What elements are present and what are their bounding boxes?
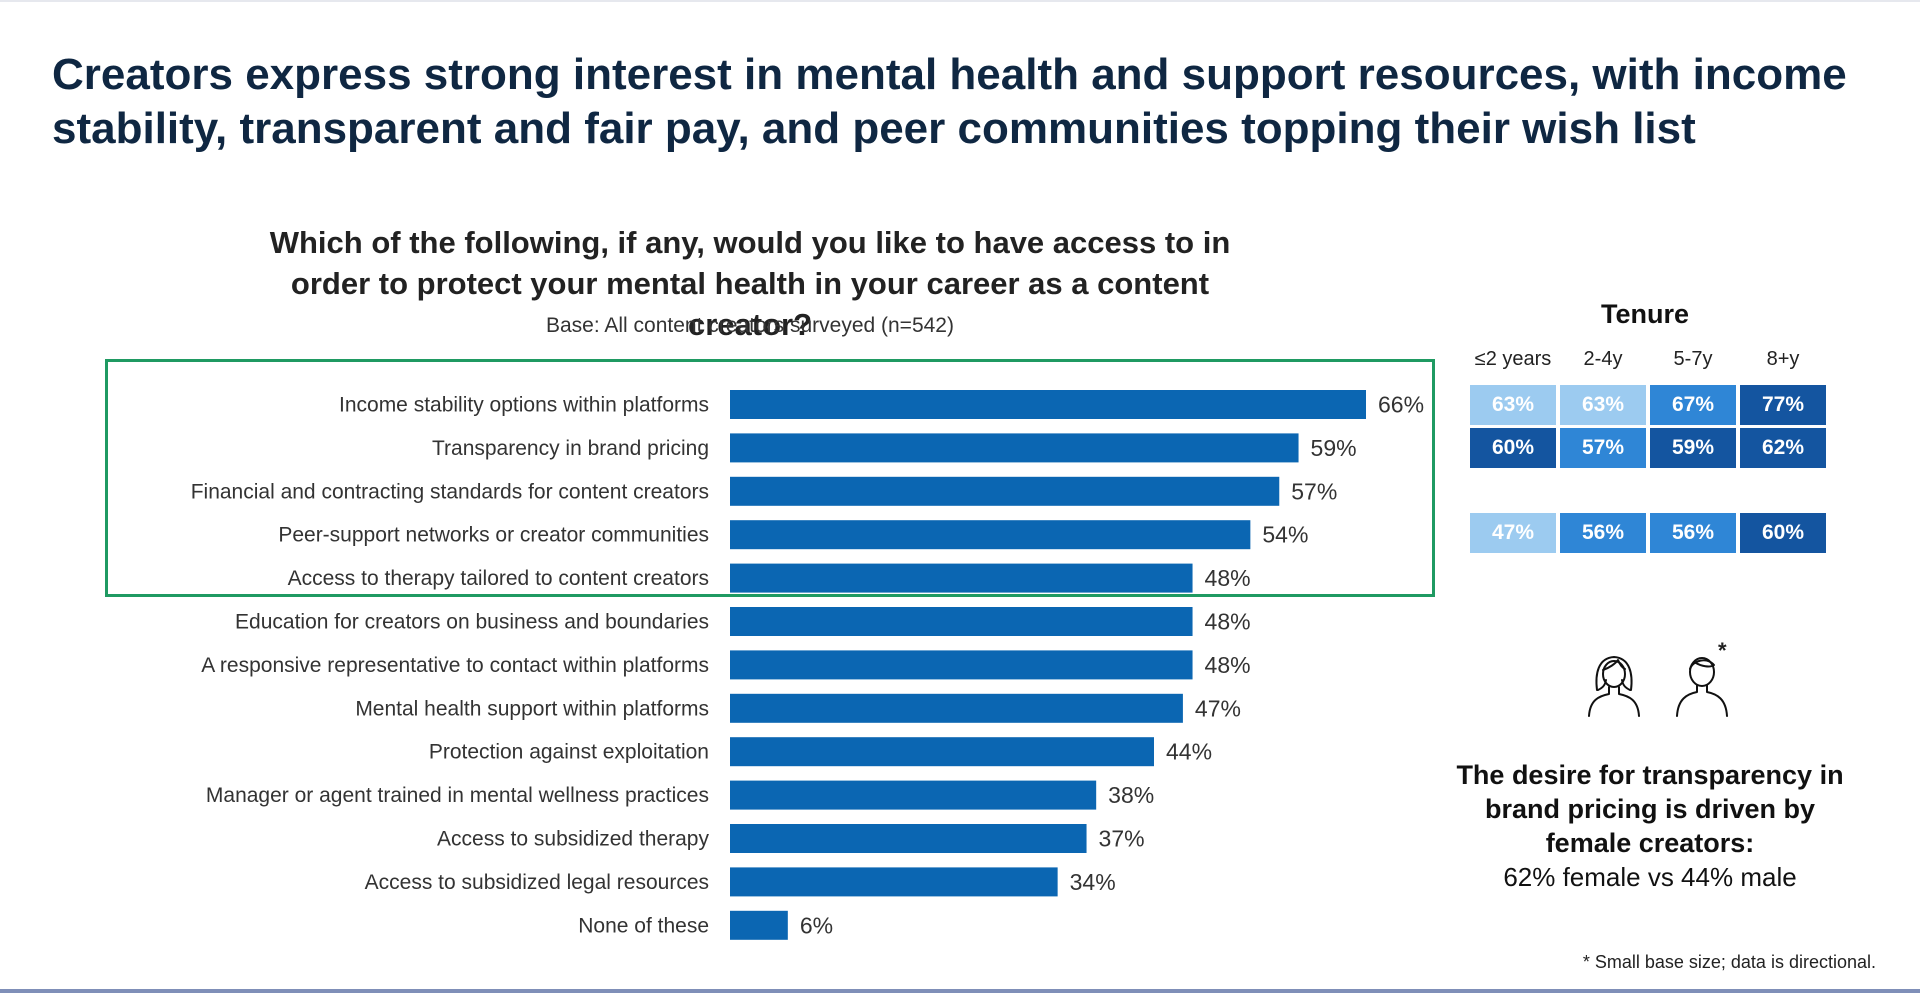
bar [730,520,1251,550]
bar [730,693,1183,723]
tenure-cell: 67% [1650,385,1736,425]
bar [730,650,1193,680]
tenure-header-1: 2-4y [1583,348,1623,370]
chart-subtitle: Base: All content creators surveyed (n=5… [546,314,954,337]
category-label: Education for creators on business and b… [235,611,709,634]
value-label: 38% [1108,782,1154,808]
chart-title: Which of the following, if any, would yo… [269,225,1231,342]
tenure-cell: 47% [1470,513,1556,553]
category-label: Financial and contracting standards for … [191,480,709,503]
category-label: None of these [578,914,709,937]
female-person-icon [1588,656,1640,717]
category-label: Income stability options within platform… [339,394,709,417]
tenure-title: Tenure [1600,299,1689,329]
bar [730,780,1097,810]
category-label: Manager or agent trained in mental welln… [206,784,709,807]
category-label: Access to subsidized legal resources [365,871,709,894]
category-label: Access to subsidized therapy [437,828,709,851]
value-label: 34% [1070,869,1116,895]
asterisk-mark: * [1718,638,1727,663]
bar [730,824,1087,853]
tenure-header-2: 5-7y [1673,348,1713,370]
value-label: 6% [800,912,833,938]
callout: The desire for transparency in brand pri… [1455,758,1845,894]
callout-headline: The desire for transparency in brand pri… [1456,760,1844,858]
tenure-cell: 63% [1470,385,1556,425]
value-label: 47% [1195,695,1241,721]
value-label: 44% [1166,739,1212,765]
tenure-cell: 77% [1740,385,1826,425]
tenure-header-3: 8+y [1766,348,1800,370]
tenure-cell: 56% [1650,513,1736,553]
category-label: Access to therapy tailored to content cr… [288,567,709,590]
bar [730,910,788,940]
bar [730,607,1193,636]
bar [730,737,1154,767]
bottom-rule [0,989,1920,993]
value-label: 57% [1291,478,1337,504]
bar [730,476,1280,506]
value-label: 48% [1205,652,1251,678]
bar [730,390,1366,419]
category-label: Peer-support networks or creator communi… [278,524,709,547]
tenure-cell: 62% [1740,428,1826,468]
top-rule [0,0,1920,2]
tenure-cell: 60% [1470,428,1556,468]
male-person-icon [1676,657,1728,717]
tenure-cell: 60% [1740,513,1826,553]
bar [730,867,1058,897]
tenure-header-0: ≤2 years [1474,348,1552,370]
category-label: A responsive representative to contact w… [201,654,709,677]
value-label: 59% [1311,435,1357,461]
tenure-cell: 63% [1560,385,1646,425]
tenure-cell: 56% [1560,513,1646,553]
tenure-cell: 59% [1650,428,1736,468]
category-label: Mental health support within platforms [355,697,709,720]
value-label: 48% [1205,565,1251,591]
footnote: * Small base size; data is directional. [1582,952,1876,972]
bar [730,563,1193,593]
category-label: Protection against exploitation [429,741,709,764]
value-label: 48% [1205,609,1251,635]
highlight-box [105,359,1435,597]
slide-title: Creators express strong interest in ment… [52,50,1847,153]
value-label: 54% [1262,522,1308,548]
tenure-cell: 57% [1560,428,1646,468]
callout-stat: 62% female vs 44% male [1503,862,1797,892]
bar [730,433,1299,463]
category-label: Transparency in brand pricing [432,437,709,460]
value-label: 66% [1378,392,1424,418]
value-label: 37% [1099,826,1145,852]
